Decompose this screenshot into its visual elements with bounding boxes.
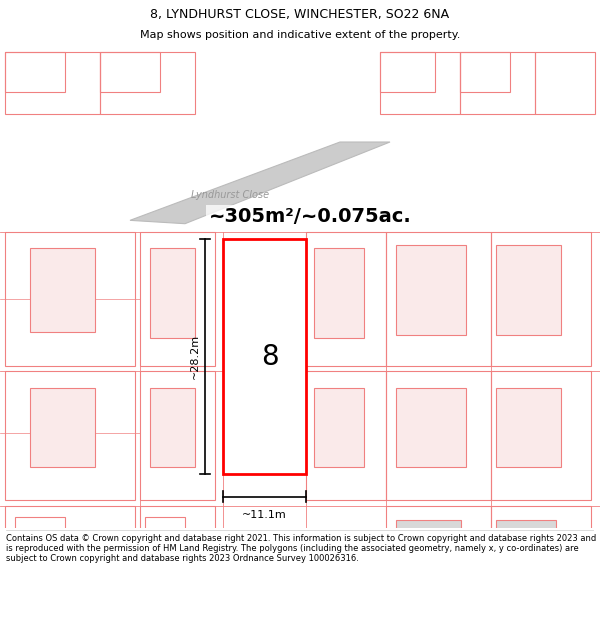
Bar [386,506,491,589]
Text: Map shows position and indicative extent of the property.: Map shows position and indicative extent… [140,31,460,41]
Bar [5,506,135,568]
Bar [140,371,215,500]
Bar [100,52,160,92]
Bar [396,388,466,467]
Bar [306,371,386,500]
Bar [496,245,561,334]
Bar [223,239,306,474]
Bar [30,388,95,467]
Bar [140,231,215,366]
Text: Contains OS data © Crown copyright and database right 2021. This information is : Contains OS data © Crown copyright and d… [6,534,596,564]
Bar [380,52,460,114]
Bar [15,517,65,556]
Bar [5,52,100,114]
Bar [140,506,215,568]
Bar [5,52,65,92]
Bar [496,388,561,467]
Bar [396,603,456,625]
Bar [314,388,364,467]
Polygon shape [130,142,390,224]
Bar [150,388,195,467]
Bar [380,52,435,92]
Bar [386,371,491,500]
Text: 8: 8 [260,343,278,371]
Bar [150,248,195,338]
Text: ~11.1m: ~11.1m [242,510,287,520]
Bar [145,517,185,556]
Bar [30,248,95,332]
Bar [491,231,591,366]
Bar [491,371,591,500]
Bar [496,520,556,576]
Text: Lyndhurst Close: Lyndhurst Close [191,189,269,199]
Bar [460,52,510,92]
Bar [491,506,591,589]
Bar [460,52,535,114]
Bar [386,231,491,366]
Bar [386,595,491,625]
Bar [396,520,461,576]
Text: ~28.2m: ~28.2m [190,334,200,379]
Bar [5,371,135,500]
Bar [396,245,466,334]
Bar [535,52,595,114]
Bar [314,248,364,338]
Bar [306,231,386,366]
Bar [5,231,135,366]
Bar [100,52,195,114]
Text: ~305m²/~0.075ac.: ~305m²/~0.075ac. [209,208,412,226]
Text: 8, LYNDHURST CLOSE, WINCHESTER, SO22 6NA: 8, LYNDHURST CLOSE, WINCHESTER, SO22 6NA [151,8,449,21]
